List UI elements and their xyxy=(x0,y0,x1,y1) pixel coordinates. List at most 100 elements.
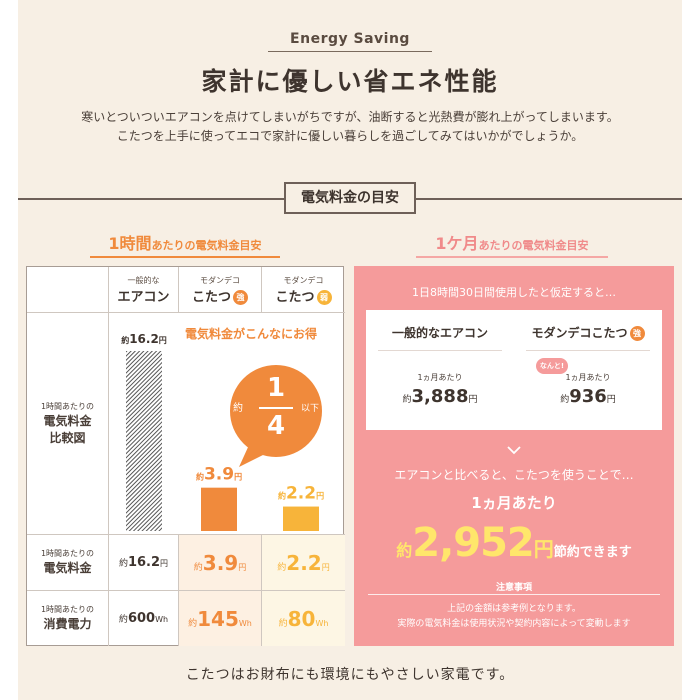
saving-unit: 円 xyxy=(533,537,554,561)
column-header-kotatsu-weak: モダンデコ こたつ弱 xyxy=(262,267,345,313)
card-divider xyxy=(378,350,502,351)
savings-headline: 電気料金がこんなにお得 xyxy=(185,327,318,341)
bar-2 xyxy=(283,506,319,531)
aircon-card-sub: 1ヵ月あたり xyxy=(417,373,463,382)
kotatsu-card-title-text: モダンデコこたつ xyxy=(531,326,628,340)
bar-value-label-2: 約2.2円 xyxy=(278,484,324,504)
chart-row-label: 1時間あたりの 電気料金 比較図 xyxy=(27,313,109,535)
power-aircon-cell: 約600Wh xyxy=(109,591,179,646)
section-tag: Energy Saving xyxy=(268,28,432,52)
kotatsu-monthly-card: モダンデコこたつ強 なんと! 1ヵ月あたり 約936円 xyxy=(514,310,662,430)
power-strong-pre: 約 xyxy=(188,618,198,629)
note-line-2: 実際の電気料金は使用状況や契約内容によって変動します xyxy=(397,619,631,629)
intro-line-2: こたつを上手に使ってエコで家計に優しい暮らしを過ごしてみてはいかがでしょうか。 xyxy=(116,129,584,143)
quarter-bubble: 約 以下 1 4 xyxy=(221,363,331,467)
saving-amount: 約2,952円節約できます xyxy=(354,520,674,566)
price-row-label-sub: 1時間あたりの xyxy=(40,549,95,558)
power-aircon-value: 600 xyxy=(127,611,156,626)
aircon-card-value: 3,888 xyxy=(411,386,469,407)
column-header-main-text: こたつ xyxy=(191,290,231,305)
column-header-sub: モダンデコ xyxy=(283,276,324,285)
bar-0 xyxy=(126,351,162,531)
aircon-card-title: 一般的なエアコン xyxy=(391,326,488,340)
power-aircon-unit: Wh xyxy=(155,615,169,624)
notes: 上記の金額は参考例となります。 実際の電気料金は使用状況や契約内容によって変動し… xyxy=(354,602,674,632)
bubble-numerator: 1 xyxy=(266,373,286,403)
price-weak-value: 2.2 xyxy=(286,550,322,575)
column-header-main: エアコン xyxy=(117,290,170,305)
chart-area: 約16.2円約3.9円約2.2円 電気料金がこんなにお得 約 以下 1 4 xyxy=(109,313,345,535)
hourly-heading: 1時間あたりの電気料金目安 xyxy=(90,232,280,258)
power-aircon-pre: 約 xyxy=(118,615,128,625)
kotatsu-card-value: 936 xyxy=(569,386,607,407)
power-row-label: 1時間あたりの 消費電力 xyxy=(27,591,109,646)
monthly-heading-big: 1ケ月 xyxy=(435,234,479,253)
hourly-comparison-table: 一般的な エアコン モダンデコ こたつ強 モダンデコ こたつ弱 1時間あたりの … xyxy=(26,266,345,646)
per-month-label: 1ヵ月あたり xyxy=(471,494,557,512)
note-divider xyxy=(368,594,660,595)
aircon-monthly-card: 一般的なエアコン 1ヵ月あたり 約3,888円 xyxy=(366,310,514,430)
bubble-denominator: 4 xyxy=(266,411,286,441)
bubble-fraction-line xyxy=(259,407,293,409)
saving-pre: 約 xyxy=(396,541,413,560)
right-margin xyxy=(682,0,700,700)
intro-text: 寒いとついついエアコンを点けてしまいがちですが、油断すると光熱費が膨れ上がってし… xyxy=(0,108,700,146)
footer-text: こたつはお財布にも環境にもやさしい家電です。 xyxy=(185,667,515,683)
hourly-heading-big: 1時間 xyxy=(108,234,152,253)
aircon-card-unit: 円 xyxy=(468,395,478,405)
price-row-label: 1時間あたりの 電気料金 xyxy=(27,535,109,591)
callout-badge: なんと! xyxy=(536,358,568,374)
price-aircon-pre: 約 xyxy=(118,559,128,569)
column-header-sub: 一般的な xyxy=(127,276,160,285)
bubble-pre: 約 xyxy=(233,403,243,414)
monthly-heading: 1ケ月あたりの電気料金目安 xyxy=(416,232,608,258)
column-header-aircon: 一般的な エアコン xyxy=(109,267,179,313)
monthly-assumption: 1日8時間30日間使用したと仮定すると… xyxy=(412,286,616,299)
saving-value: 2,952 xyxy=(412,520,535,566)
kotatsu-card-title: モダンデコこたつ強 xyxy=(514,324,662,341)
note-line-1: 上記の金額は参考例となります。 xyxy=(447,604,581,614)
section-title: 電気料金の目安 xyxy=(284,182,416,214)
aircon-card-pre: 約 xyxy=(402,395,412,405)
bubble-shape xyxy=(230,365,322,467)
column-header-main: こたつ弱 xyxy=(262,286,345,305)
hourly-heading-small: あたりの電気料金目安 xyxy=(151,239,262,252)
column-header-main-text: こたつ xyxy=(275,290,315,305)
left-margin xyxy=(0,0,18,700)
power-weak-pre: 約 xyxy=(278,618,288,629)
power-row-label-main: 消費電力 xyxy=(43,617,92,631)
price-weak-unit: 円 xyxy=(321,562,330,572)
bar-1 xyxy=(201,487,237,531)
power-strong-value: 145 xyxy=(197,606,239,631)
column-header-kotatsu-strong: モダンデコ こたつ強 xyxy=(179,267,262,313)
price-aircon-cell: 約16.2円 xyxy=(109,535,179,591)
price-strong-pre: 約 xyxy=(193,562,203,573)
intro-line-1: 寒いとついついエアコンを点けてしまいがちですが、油断すると光熱費が膨れ上がってし… xyxy=(81,110,619,124)
power-weak-value: 80 xyxy=(287,606,316,631)
power-row-label-sub: 1時間あたりの xyxy=(40,605,95,614)
power-kotatsu-weak-cell: 約80Wh xyxy=(262,591,345,646)
column-header-sub: モダンデコ xyxy=(200,276,240,285)
bar-value-label-1: 約3.9円 xyxy=(196,465,242,485)
table-corner-cell xyxy=(27,267,109,313)
chevron-down-icon xyxy=(507,446,521,455)
saving-tail: 節約できます xyxy=(553,545,632,560)
bar-value-label-0: 約16.2円 xyxy=(121,332,167,346)
note-title: 注意事項 xyxy=(495,583,532,593)
chart-row-label-sub: 1時間あたりの xyxy=(40,401,95,411)
weak-badge: 弱 xyxy=(316,290,332,305)
price-aircon-value: 16.2 xyxy=(127,555,161,570)
price-strong-value: 3.9 xyxy=(202,550,239,575)
chart-row-label-line-1: 電気料金 xyxy=(43,413,92,428)
compare-text: エアコンと比べると、こたつを使うことで… xyxy=(394,468,634,482)
kotatsu-card-unit: 円 xyxy=(606,395,616,405)
page-title: 家計に優しい省エネ性能 xyxy=(201,67,499,96)
price-aircon-unit: 円 xyxy=(160,559,169,568)
strong-badge: 強 xyxy=(233,290,248,305)
price-strong-unit: 円 xyxy=(238,562,247,572)
price-row-label-main: 電気料金 xyxy=(43,561,92,575)
kotatsu-card-sub: 1ヵ月あたり xyxy=(565,373,611,382)
strong-badge: 強 xyxy=(629,326,645,341)
